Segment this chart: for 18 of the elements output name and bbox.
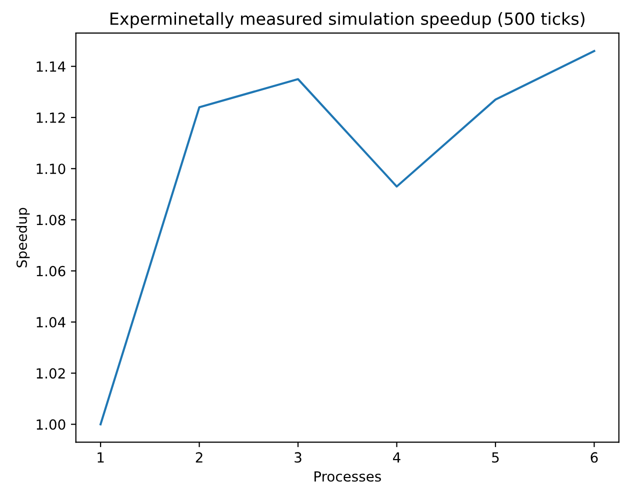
y-tick-label: 1.08 (36, 214, 66, 226)
x-tick-label: 1 (98, 452, 104, 462)
x-axis-title: Processes (314, 471, 381, 482)
y-tick-label: 1.00 (36, 419, 66, 430)
x-tick-label: 3 (294, 452, 302, 463)
line-series (100, 50, 596, 426)
x-tick-label: 2 (196, 452, 202, 462)
y-tick-label: 1.14 (36, 62, 66, 72)
y-tick-label: 1.04 (36, 316, 66, 328)
y-axis-title: Speedup (16, 208, 30, 268)
x-tick-label: 4 (393, 452, 400, 462)
x-tick-label: 6 (590, 452, 598, 463)
y-tick-label: 1.10 (36, 164, 66, 174)
chart-title: Experminetally measured simulation speedup (500 ticks) (110, 12, 584, 28)
y-tick-label: 1.06 (36, 266, 66, 276)
x-tick-label: 5 (492, 452, 499, 463)
y-tick-label: 1.12 (36, 112, 65, 123)
y-tick-label: 1.02 (36, 368, 65, 379)
